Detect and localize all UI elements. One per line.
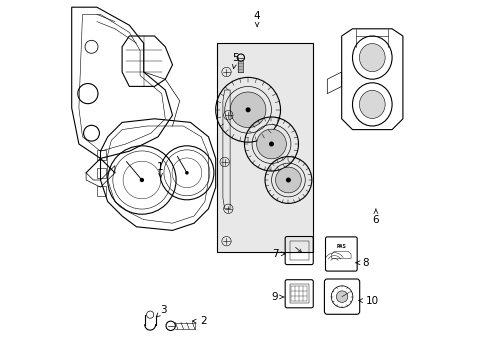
Circle shape <box>230 92 265 128</box>
Circle shape <box>285 177 290 183</box>
Circle shape <box>256 129 286 159</box>
Text: 4: 4 <box>253 11 260 27</box>
Circle shape <box>185 171 188 175</box>
Text: 2: 2 <box>192 316 206 326</box>
Text: 6: 6 <box>372 209 378 225</box>
Bar <box>289 284 308 303</box>
Circle shape <box>336 291 347 302</box>
Bar <box>97 150 106 160</box>
Circle shape <box>245 107 250 112</box>
Text: 3: 3 <box>156 305 166 317</box>
Bar <box>289 241 308 260</box>
Circle shape <box>268 141 273 147</box>
Text: 8: 8 <box>355 258 367 268</box>
Bar <box>97 186 106 196</box>
Bar <box>217 43 312 252</box>
Text: 1: 1 <box>156 162 163 178</box>
Text: PAS: PAS <box>336 244 346 249</box>
Ellipse shape <box>359 44 385 72</box>
Text: 9: 9 <box>271 292 284 302</box>
Circle shape <box>140 178 144 182</box>
Circle shape <box>275 167 301 193</box>
Text: 5: 5 <box>232 53 238 68</box>
Ellipse shape <box>359 90 385 118</box>
Text: 7: 7 <box>271 249 285 259</box>
Bar <box>97 168 106 178</box>
Text: 10: 10 <box>358 296 378 306</box>
